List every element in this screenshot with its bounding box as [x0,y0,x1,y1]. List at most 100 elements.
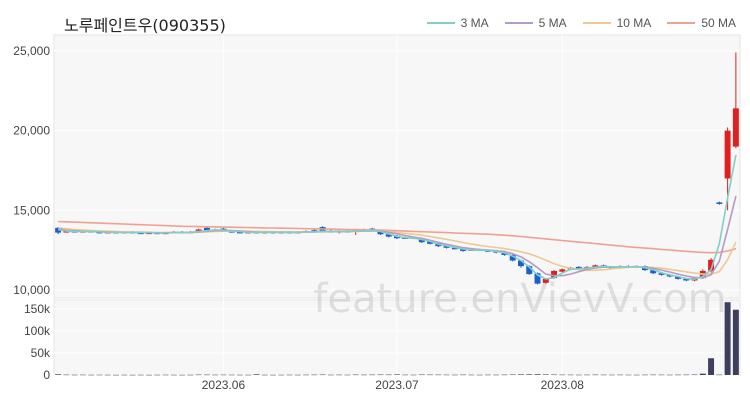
candle-body [683,278,690,281]
volume-bar [187,374,194,376]
volume-bar [691,374,698,376]
legend-item-ma5[interactable]: 5 MA [504,16,567,30]
volume-bar [699,373,706,375]
candle-body [377,231,384,235]
volume-bar [162,374,169,376]
candle-body [559,269,566,272]
volume-bar [319,374,326,376]
volume-bar [113,374,119,376]
volume-bar [534,374,541,375]
volume-bar [154,374,161,376]
candle-body [716,202,723,204]
volume-bar [501,374,508,376]
ma3-line [57,154,737,281]
volume-bar [608,374,615,376]
volume-bar [253,374,260,375]
legend-label-ma50: 50 MA [701,16,736,30]
volume-bar [294,374,301,376]
volume-bar [270,374,276,376]
volume-bar [129,374,136,376]
date-tick-label: 2023.06 [202,378,246,392]
candle-body [385,234,392,237]
volume-bar [443,374,450,376]
volume-bar [79,374,86,376]
legend-item-ma3[interactable]: 3 MA [426,16,489,30]
volume-bar [575,374,582,376]
volume-tick-label: 0 [43,368,50,382]
legend: 3 MA 5 MA 10 MA 50 MA [426,16,736,30]
volume-bar [360,374,367,376]
candle-body [311,230,318,232]
candle-body [203,227,210,231]
candle-body [236,231,243,234]
legend-label-ma10: 10 MA [616,16,652,30]
volume-bar [484,374,491,376]
price-tick-label: 10,000 [13,283,50,297]
volume-bar [625,374,632,376]
candle-body [427,241,434,244]
volume-bar [633,374,640,376]
volume-bar [567,374,574,376]
legend-swatch-ma50 [667,22,696,24]
volume-bar [559,374,566,376]
chart-title: 노루페인트우(090355) [64,16,226,35]
volume-bar [170,374,177,376]
legend-label-ma5: 5 MA [538,16,567,30]
volume-bar [88,374,95,376]
volume-bar [460,374,467,376]
volume-bar [724,302,731,375]
candle-body [708,259,715,271]
volume-bar [96,374,103,376]
candle-body [650,270,657,274]
volume-bar [476,374,483,376]
candle-body [509,254,516,261]
candle-body [451,247,458,250]
volume-bar [311,374,318,376]
candle-body [526,266,533,275]
volume-bar [245,374,252,376]
volume-bar [236,374,243,376]
volume-bar [427,374,434,376]
volume-bar [286,374,293,376]
volume-bar [55,374,62,375]
volume-bar [278,374,285,376]
volume-bar [121,374,128,376]
legend-swatch-ma3 [426,22,455,24]
volume-bar [377,374,384,376]
legend-item-ma10[interactable]: 10 MA [582,16,652,30]
volume-bar [220,374,227,376]
price-tick-label: 15,000 [13,203,50,217]
volume-bar [104,374,111,376]
volume-tick-label: 100k [24,324,51,338]
volume-bar [394,374,400,375]
volume-bar [385,374,392,376]
volume-bar [551,374,558,376]
volume-bar [666,374,673,376]
volume-bar [179,374,186,376]
volume-bar [493,374,500,376]
legend-label-ma3: 3 MA [460,16,489,30]
candle-body [658,273,665,275]
candle-body [534,273,541,284]
volume-bar [212,374,219,376]
volume-bar [303,374,310,376]
legend-item-ma50[interactable]: 50 MA [667,16,736,30]
volume-bar [195,374,202,376]
candle-body [675,276,681,279]
watermark-text: feature.enVievV.com [313,276,726,322]
volume-bar [641,374,648,376]
candle-body [592,265,599,267]
legend-swatch-ma5 [504,22,533,24]
volume-bar [542,374,549,375]
volume-bar [203,374,210,376]
volume-bar [410,374,417,376]
date-tick-label: 2023.07 [375,378,419,392]
volume-bar [518,374,524,375]
price-tick-label: 25,000 [13,44,50,58]
candle-body [732,108,739,147]
volume-tick-label: 50k [31,346,51,360]
volume-bar [658,374,665,376]
volume-bar [137,374,144,376]
volume-bar [63,374,70,376]
